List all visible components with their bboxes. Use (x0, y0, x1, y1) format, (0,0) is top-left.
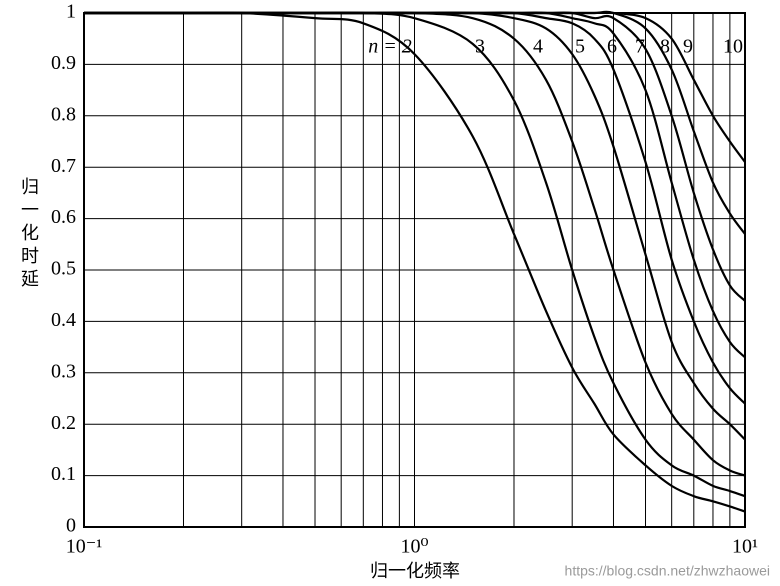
y-tick-label: 0.5 (51, 258, 76, 280)
y-axis-label: 归一化时延 (21, 177, 39, 290)
y-tick-label: 1 (66, 1, 76, 23)
x-axis-label: 归一化频率 (370, 561, 460, 582)
x-tick-label: 10¹ (732, 536, 758, 558)
y-tick-label: 0.8 (51, 103, 76, 125)
series-label: 7 (635, 36, 645, 58)
series-label: 9 (683, 36, 693, 58)
x-tick-label: 10⁻¹ (66, 536, 103, 558)
y-tick-label: 0.3 (51, 360, 76, 382)
y-tick-label: 0.6 (51, 206, 76, 228)
curve (83, 11, 746, 513)
y-tick-label: 0.7 (51, 155, 76, 177)
y-tick-label: 0.2 (51, 412, 76, 434)
series-label: 5 (575, 36, 585, 58)
watermark: https://blog.csdn.net/zhwzhaowei (565, 563, 770, 579)
curve (83, 11, 746, 163)
series-label: n = 2 (368, 36, 412, 58)
x-tick-label: 10⁰ (400, 536, 428, 558)
series-label: 10 (723, 36, 743, 58)
series-label: 6 (607, 36, 617, 58)
y-tick-label: 0.1 (51, 463, 76, 485)
y-tick-label: 0 (66, 515, 76, 537)
y-tick-label: 0.9 (51, 52, 76, 74)
y-tick-label: 0.4 (51, 309, 76, 331)
series-label: 8 (660, 36, 670, 58)
series-label: 4 (533, 36, 543, 58)
series-label: 3 (475, 36, 485, 58)
